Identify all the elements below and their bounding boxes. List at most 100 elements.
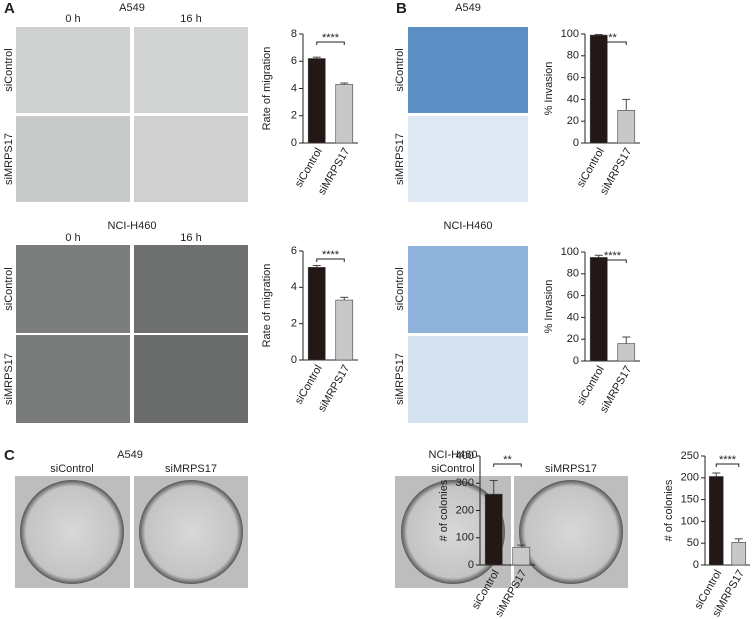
image [16, 116, 130, 202]
row-label: siControl [3, 48, 15, 91]
y-tick-label: 100 [681, 515, 699, 527]
column-label: 16 h [180, 232, 201, 244]
panel-letter: B [396, 0, 407, 17]
image [134, 335, 248, 423]
y-tick-label: 4 [291, 281, 297, 293]
section-title: A549 [455, 2, 481, 14]
y-tick-label: 6 [291, 55, 297, 67]
significance-label: **** [322, 32, 340, 44]
row-label: siControl [3, 267, 15, 310]
y-tick-label: 200 [681, 472, 699, 484]
bar [335, 84, 354, 144]
y-tick-label: 60 [567, 290, 579, 302]
column-label: 16 h [180, 13, 201, 25]
significance-label: **** [322, 249, 340, 261]
bar [617, 343, 636, 362]
significance-label: ** [503, 454, 512, 466]
row-label: siControl [394, 48, 406, 91]
y-tick-label: 0 [291, 137, 297, 149]
significance-bracket [715, 463, 740, 467]
y-tick-label: 0 [693, 559, 699, 571]
panel-letter: A [4, 0, 15, 17]
y-tick-label: 100 [456, 532, 474, 544]
y-tick-label: 40 [567, 93, 579, 105]
significance-label: **** [604, 250, 622, 262]
y-tick-label: 4 [291, 82, 297, 94]
plate [519, 480, 623, 584]
y-tick-label: 50 [687, 537, 699, 549]
row-label: siMRPS17 [394, 353, 406, 405]
y-axis-label: # of colonies [438, 479, 450, 541]
y-tick-label: 20 [567, 333, 579, 345]
y-axis-label: # of colonies [663, 479, 675, 541]
y-tick-label: 0 [573, 137, 579, 149]
y-tick-label: 8 [291, 28, 297, 40]
significance-bracket [316, 258, 345, 262]
section-title: NCI-H460 [108, 220, 157, 232]
image [16, 335, 130, 423]
y-tick-label: 0 [291, 354, 297, 366]
bar [617, 110, 636, 144]
section-title: NCI-H460 [444, 220, 493, 232]
y-tick-label: 100 [561, 28, 579, 40]
y-tick-label: 300 [456, 477, 474, 489]
image [408, 116, 528, 202]
column-label: siMRPS17 [545, 463, 597, 475]
bar [589, 257, 608, 362]
plate [401, 480, 505, 584]
y-tick-label: 0 [468, 559, 474, 571]
bar [708, 476, 724, 566]
y-tick-label: 0 [573, 355, 579, 367]
y-tick-label: 20 [567, 115, 579, 127]
y-tick-label: 60 [567, 72, 579, 84]
bar [307, 267, 326, 361]
y-tick-label: 80 [567, 268, 579, 280]
bar [731, 542, 747, 566]
y-tick-label: 2 [291, 110, 297, 122]
section-title: A549 [119, 2, 145, 14]
image [16, 245, 130, 333]
column-label: siControl [431, 463, 474, 475]
y-tick-label: 6 [291, 245, 297, 257]
y-tick-label: 100 [561, 246, 579, 258]
y-tick-label: 400 [456, 450, 474, 462]
row-label: siMRPS17 [3, 353, 15, 405]
column-label: siMRPS17 [165, 463, 217, 475]
plate [20, 480, 124, 584]
image [408, 27, 528, 113]
significance-bracket [493, 463, 522, 467]
row-label: siMRPS17 [394, 133, 406, 185]
significance-bracket [598, 259, 627, 263]
micrographs [15, 27, 628, 588]
column-label: 0 h [65, 13, 80, 25]
significance-bracket [598, 41, 627, 45]
y-axis-label: % Invasion [543, 62, 555, 116]
y-axis-label: % Invasion [543, 280, 555, 334]
plate [139, 480, 243, 584]
y-tick-label: 150 [681, 494, 699, 506]
y-tick-label: 2 [291, 318, 297, 330]
image [16, 27, 130, 113]
image [408, 246, 528, 333]
image [134, 27, 248, 113]
bar [589, 34, 608, 144]
y-axis-label: Rate of migration [261, 264, 273, 348]
row-label: siControl [394, 267, 406, 310]
y-tick-label: 80 [567, 50, 579, 62]
image [134, 116, 248, 202]
y-tick-label: 250 [681, 450, 699, 462]
significance-bracket [316, 41, 345, 45]
panel-letter: C [4, 447, 15, 464]
y-tick-label: 40 [567, 311, 579, 323]
significance-label: **** [719, 454, 737, 466]
bar [512, 546, 531, 566]
image [134, 245, 248, 333]
row-label: siMRPS17 [3, 133, 15, 185]
y-tick-label: 200 [456, 504, 474, 516]
column-label: siControl [50, 463, 93, 475]
significance-label: ** [608, 32, 617, 44]
y-axis-label: Rate of migration [261, 47, 273, 131]
section-title: A549 [117, 449, 143, 461]
bar [307, 58, 326, 144]
